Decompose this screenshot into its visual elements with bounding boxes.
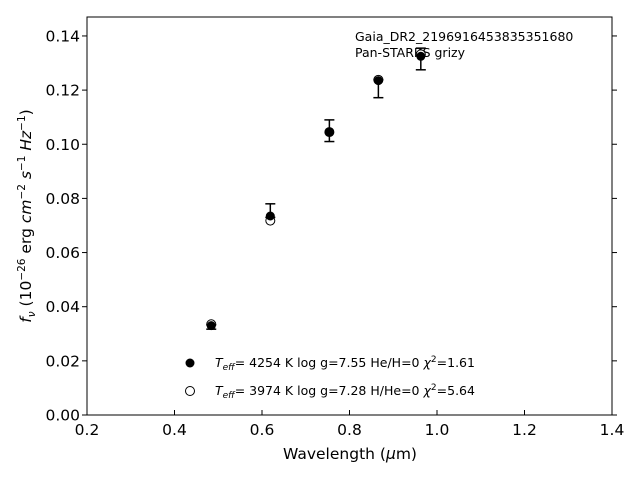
x-tick-label: 1.2 [512,421,537,439]
y-tick-label: 0.14 [45,27,80,45]
filled-point [206,321,216,331]
y-tick-label: 0.10 [45,136,80,154]
filled-point [373,76,383,86]
legend-entry-1: Teff= 4254 K log g=7.55 He/H=0 χ2=1.61 [215,355,475,373]
y-axis-title: fν (10−26 erg cm−2 s−1 Hz−1) [16,109,38,322]
x-tick-label: 0.6 [250,421,275,439]
legend-marker-open [185,386,195,396]
x-tick-label: 1.0 [425,421,450,439]
y-tick-label: 0.04 [45,298,80,316]
annotation-survey: Pan-STARRS grizy [355,45,466,60]
x-tick-label: 0.4 [162,421,187,439]
plot-area [86,16,613,416]
y-tick-label: 0.06 [45,244,80,262]
legend-entry-2: Teff= 3974 K log g=7.28 H/He=0 χ2=5.64 [215,383,475,401]
x-tick-label: 0.8 [337,421,362,439]
legend-marker-filled [185,358,195,368]
x-tick-label: 0.2 [75,421,100,439]
x-tick-label: 1.4 [600,421,625,439]
annotation-object-id: Gaia_DR2_2196916453835351680 [355,29,573,44]
x-axis-title: Wavelength (μm) [283,445,417,463]
filled-point [324,127,334,137]
y-tick-label: 0.02 [45,352,80,370]
y-tick-label: 0.12 [45,82,80,100]
legend: Teff= 4254 K log g=7.55 He/H=0 χ2=1.61 T… [185,355,475,401]
filled-point [265,211,275,221]
y-axis-ticks: 0.00 0.02 0.04 0.06 0.08 0.10 0.12 0.14 [45,27,617,425]
y-tick-label: 0.00 [45,407,80,425]
y-tick-label: 0.08 [45,190,80,208]
series-filled-circles [206,51,426,331]
filled-point [416,51,426,61]
x-axis-ticks: 0.2 0.4 0.6 0.8 1.0 1.2 1.4 [75,410,625,439]
